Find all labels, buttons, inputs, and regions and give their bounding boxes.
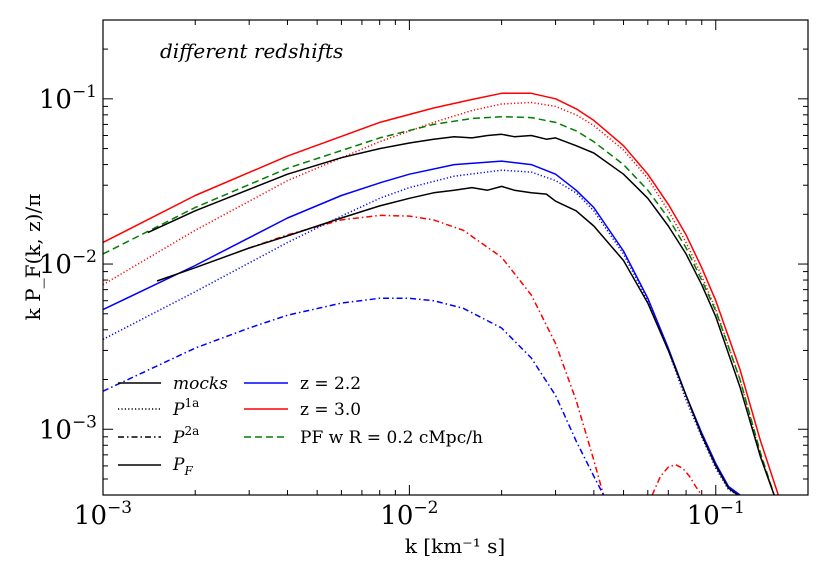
legend-label-p1a: P1a [172,396,199,420]
chart-annotation: different redshifts [160,39,343,63]
y-axis-label: k P_F(k, z)/π [21,194,45,321]
y-tick-label: 10−3 [39,412,97,445]
series-layer [103,92,780,495]
series-p2a-z-2-2 [103,297,605,495]
legend-label-pf: PF [172,455,193,478]
legend-label-p2a: P2a [172,424,199,448]
series-pf-z-3-0 [103,92,780,495]
y-tick-label: 10−1 [39,82,97,115]
plot-frame [102,19,809,496]
x-tick-label: 10−1 [687,498,745,531]
series-p1a-z-2-2 [103,169,739,495]
series-pf-r-0-2 [103,115,775,495]
series-p2a-z-3-0 [248,214,605,495]
ticks-layer [102,20,809,496]
series-p2a-z-3-0-bump [651,463,703,495]
series-mocks-z-2-2 [156,185,739,495]
legend-label-z22: z = 2.2 [300,374,361,394]
legend-label-mocks: mocks [173,374,228,394]
y-tick-label: 10−2 [39,247,97,280]
x-tick-label: 10−3 [74,498,132,531]
legend-label-pf-r: PF w R = 0.2 cMpc/h [300,428,483,448]
x-tick-label: 10−2 [380,498,438,531]
series-mocks-z-3-0 [147,133,775,495]
tick-labels: 10−3 10−2 10−1 10−3 10−2 10−1 [39,82,745,531]
legend-label-z30: z = 3.0 [300,400,361,420]
x-axis-label: k [km⁻¹ s] [405,534,505,558]
